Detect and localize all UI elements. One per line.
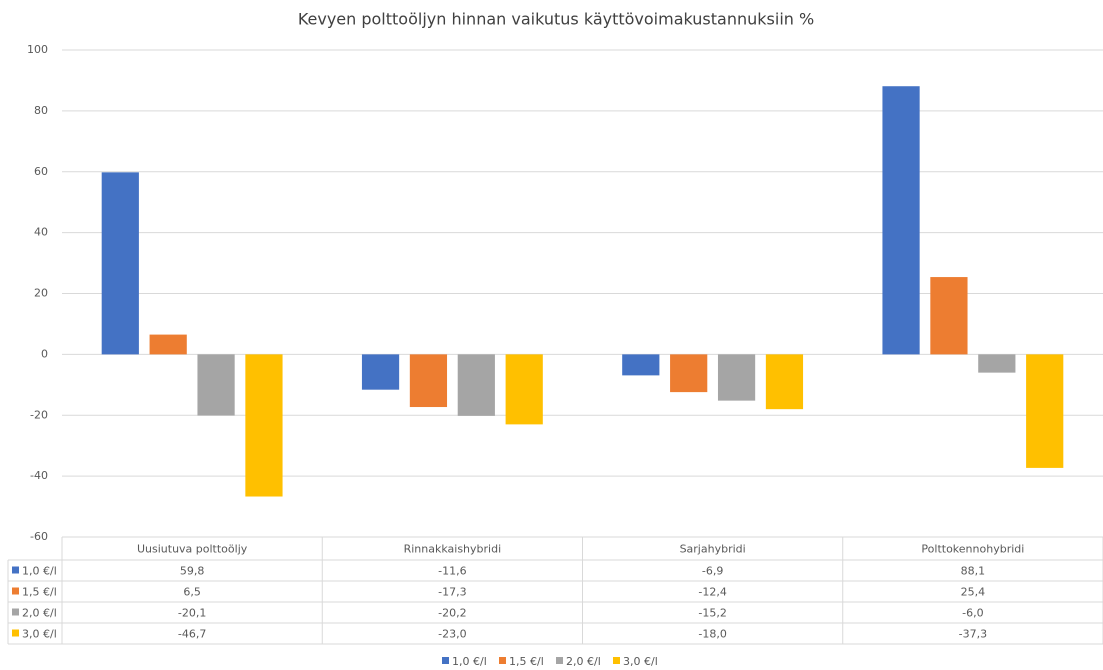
chart-title: Kevyen polttoöljyn hinnan vaikutus käytt… — [298, 10, 814, 29]
bar — [670, 354, 708, 393]
legend-label: 1,5 €/l — [509, 655, 544, 668]
bar — [505, 354, 543, 425]
table-cell: 59,8 — [180, 565, 205, 578]
table-cell: -11,6 — [438, 565, 466, 578]
y-tick-label: 40 — [34, 226, 48, 239]
y-tick-label: -20 — [30, 408, 48, 421]
bar — [882, 86, 920, 355]
table-legend-key — [12, 629, 19, 637]
table-cell: -20,2 — [438, 607, 466, 620]
y-tick-label: 60 — [34, 165, 48, 178]
table-row-label: 2,0 €/l — [22, 607, 57, 620]
bar — [149, 334, 187, 355]
bar — [765, 354, 804, 410]
bar — [1026, 354, 1064, 468]
table-row-label: 1,5 €/l — [22, 586, 57, 599]
legend-key — [613, 657, 620, 664]
table-cell: 88,1 — [961, 565, 986, 578]
x-tick-label: Sarjahybridi — [680, 543, 746, 556]
table-cell: -20,1 — [178, 607, 206, 620]
y-tick-label: 20 — [34, 287, 48, 300]
table-cell: -12,4 — [698, 586, 726, 599]
table-row-label: 1,0 €/l — [22, 565, 57, 578]
table-legend-key — [12, 587, 19, 595]
x-tick-label: Uusiutuva polttoöljy — [137, 543, 248, 556]
bar — [622, 354, 660, 376]
table-cell: -23,0 — [438, 628, 466, 641]
table-row-label: 3,0 €/l — [22, 628, 57, 641]
bar — [930, 277, 968, 355]
y-tick-label: 0 — [41, 347, 48, 360]
bar — [409, 354, 448, 408]
table-cell: -15,2 — [698, 607, 726, 620]
legend-key — [442, 657, 449, 664]
bar — [197, 354, 235, 416]
table-legend-key — [12, 608, 19, 616]
bar — [361, 354, 400, 390]
bar — [101, 172, 139, 355]
legend-label: 1,0 €/l — [452, 655, 487, 668]
table-legend-key — [12, 566, 19, 574]
legend-key — [556, 657, 563, 664]
bar — [717, 354, 756, 401]
table-cell: -17,3 — [438, 586, 466, 599]
table-cell: 25,4 — [961, 586, 986, 599]
legend-label: 2,0 €/l — [566, 655, 601, 668]
table-cell: -37,3 — [959, 628, 987, 641]
table-cell: -6,9 — [702, 565, 723, 578]
table-cell: -18,0 — [698, 628, 726, 641]
legend-label: 3,0 €/l — [623, 655, 658, 668]
bar — [457, 354, 495, 416]
y-tick-label: -40 — [30, 469, 48, 482]
table-cell: 6,5 — [183, 586, 201, 599]
legend-key — [499, 657, 506, 664]
y-tick-label: 80 — [34, 104, 48, 117]
table-cell: -6,0 — [962, 607, 983, 620]
y-tick-label: 100 — [27, 43, 48, 56]
bar — [978, 354, 1016, 373]
y-tick-label: -60 — [30, 530, 48, 543]
x-tick-label: Rinnakkaishybridi — [404, 543, 502, 556]
table-cell: -46,7 — [178, 628, 206, 641]
bar — [245, 354, 283, 497]
x-tick-label: Polttokennohybridi — [921, 543, 1024, 556]
